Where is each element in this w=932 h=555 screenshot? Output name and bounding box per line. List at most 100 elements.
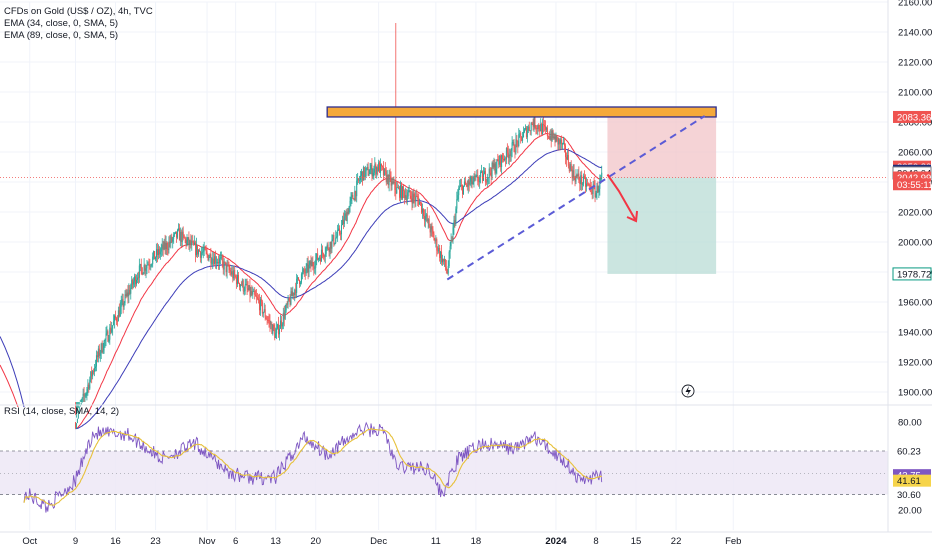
candle-body [437, 250, 439, 252]
lightning-icon[interactable] [681, 384, 695, 398]
candle-body [112, 325, 114, 329]
candle-body [417, 196, 419, 200]
candle-body [242, 280, 244, 292]
candle-body [353, 198, 355, 201]
candle-body [102, 350, 104, 353]
candle-body [585, 177, 587, 187]
candle-body [217, 262, 219, 263]
rsi-legend-label[interactable]: RSI (14, close, SMA, 14, 2) [4, 406, 120, 417]
candle-body [171, 236, 173, 242]
candle-body [123, 302, 125, 307]
candle-body [363, 167, 365, 178]
candle-body [126, 292, 128, 296]
candle-body [464, 181, 466, 185]
candle-body [148, 264, 150, 266]
candle-body [455, 208, 457, 223]
candle-body [331, 239, 333, 249]
candle-body [529, 130, 531, 132]
candle-body [418, 199, 420, 205]
candle-body [167, 249, 169, 250]
candle-body [359, 179, 361, 181]
candle-body [555, 135, 557, 143]
candle-body [420, 202, 422, 203]
candle-body [211, 263, 213, 264]
ema89-legend-label[interactable]: EMA (89, close, 0, SMA, 5) [4, 30, 119, 41]
candle-body [304, 272, 306, 274]
candle-body [227, 264, 229, 266]
candle-body [188, 237, 190, 245]
candle-body [406, 196, 408, 201]
candle-body [77, 412, 79, 419]
candle-body [122, 299, 124, 307]
time-tick-label: 22 [671, 536, 682, 547]
candle-body [143, 265, 145, 273]
candle-body [399, 187, 401, 198]
ema34-line-left [0, 364, 19, 408]
candle-body [93, 371, 95, 372]
candle-body [452, 227, 454, 241]
candle-body [578, 173, 580, 181]
candle-body [168, 241, 170, 250]
candle-body [246, 284, 248, 289]
candle-body [587, 183, 589, 185]
ema34-legend-label[interactable]: EMA (34, close, 0, SMA, 5) [4, 18, 119, 29]
candle-body [172, 238, 174, 242]
candle-body [370, 164, 372, 170]
candle-body [482, 171, 484, 181]
candle-body [453, 219, 455, 228]
candle-body [278, 328, 280, 335]
candle-body [348, 206, 350, 215]
candle-body [199, 251, 201, 258]
candle-body [539, 129, 541, 132]
candle-body [321, 249, 323, 254]
candle-body [262, 312, 264, 314]
instrument-label[interactable]: CFDs on Gold (US$ / OZ), 4h, TVC [4, 6, 153, 17]
candle-body [285, 304, 287, 311]
candle-body [532, 124, 534, 127]
candle-body [134, 276, 136, 282]
candle-body [212, 258, 214, 264]
candle-body [259, 299, 261, 311]
candle-body [376, 167, 378, 175]
candle-body [133, 281, 135, 285]
candle-body [299, 279, 301, 284]
candle-body [543, 124, 545, 126]
candle-body [410, 195, 412, 199]
rsi-band-background [0, 450, 888, 495]
candle-body [291, 291, 293, 296]
candle-body [381, 163, 382, 167]
resistance-zone [326, 106, 717, 118]
candle-body [146, 265, 148, 269]
candle-body [97, 348, 99, 358]
candle-body [562, 143, 564, 145]
candle-body [140, 264, 142, 268]
candle-body [115, 315, 117, 319]
candle-body [240, 284, 242, 286]
candle-body [510, 150, 512, 156]
candle-body [315, 259, 317, 268]
candle-body [182, 231, 184, 235]
candle-body [398, 187, 400, 189]
candle-body [318, 258, 320, 260]
time-tick-label: 16 [110, 536, 121, 547]
candle-body [545, 127, 547, 130]
candle-body [448, 251, 450, 267]
candle-body [81, 398, 83, 403]
candle-body [202, 251, 204, 253]
candle-body [553, 136, 555, 139]
candle-body [513, 142, 515, 152]
candle-body [517, 141, 519, 147]
candle-body [395, 189, 397, 194]
candle-body [310, 261, 312, 267]
price-tag-bg [892, 267, 932, 281]
candle-body [156, 249, 158, 258]
candle-body [308, 264, 310, 273]
candle-body [154, 251, 156, 260]
candle-body [495, 168, 497, 173]
price-tick-label: 1900.00 [898, 388, 932, 399]
candle-body [113, 321, 115, 326]
candle-body [83, 393, 85, 396]
candle-body [233, 270, 235, 279]
candle-body [491, 162, 493, 177]
